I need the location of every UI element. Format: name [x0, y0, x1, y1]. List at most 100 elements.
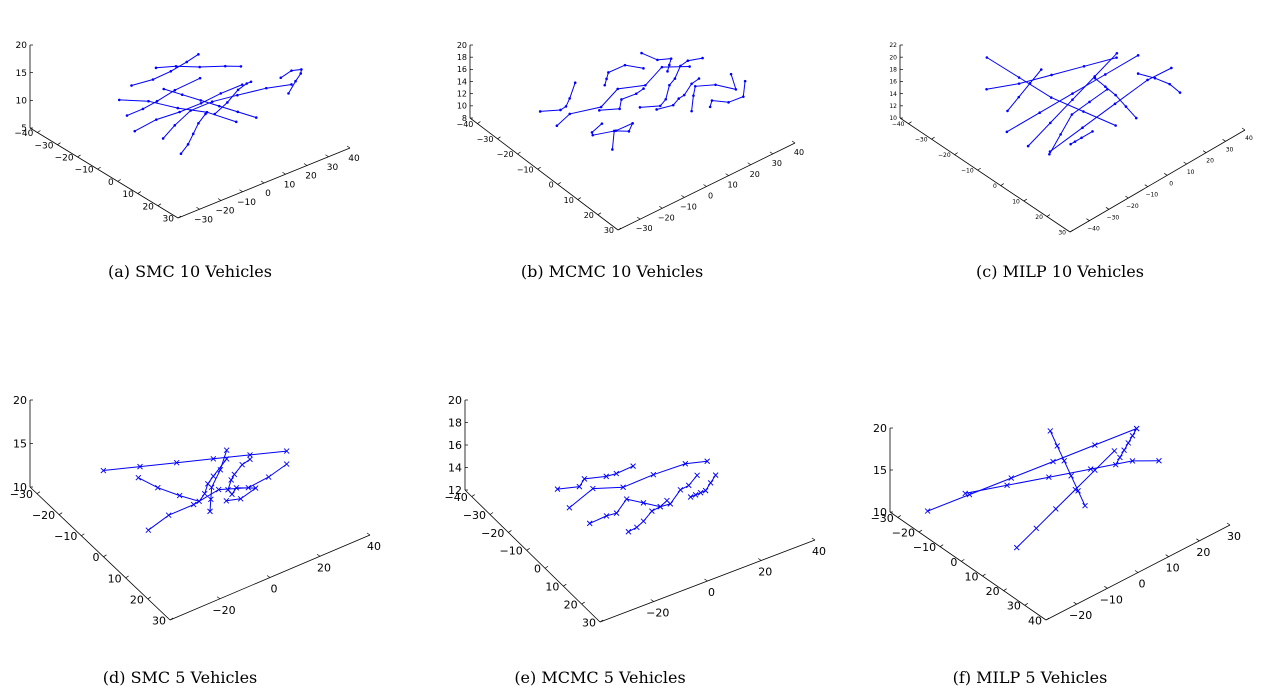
z-tick-label: 12 [889, 103, 897, 110]
trajectory-marker [176, 492, 183, 499]
trajectory-marker [173, 459, 180, 466]
x-tick-label: 40 [812, 545, 826, 558]
y-tick-label: 20 [986, 585, 1000, 598]
x-tick-label: 20 [1206, 158, 1214, 165]
trajectory-marker [686, 59, 690, 63]
trajectory-marker [1104, 73, 1107, 76]
trajectory-marker [603, 513, 610, 519]
x-tick-label: 30 [327, 163, 339, 173]
trajectory-marker [707, 480, 714, 486]
trajectory-marker [210, 100, 214, 103]
trajectory-marker [568, 112, 572, 116]
x-tick [316, 553, 321, 557]
x-tick [366, 532, 371, 536]
trajectory-marker [174, 65, 178, 68]
x-tick-label: 0 [1139, 578, 1146, 591]
trajectory-marker [656, 58, 659, 62]
x-tick-label: −20 [1126, 203, 1139, 210]
trajectory-marker [566, 504, 573, 511]
x-tick [1164, 173, 1168, 176]
z-tick-label: 18 [889, 66, 897, 73]
trajectory-marker [616, 87, 619, 91]
trajectory-marker [254, 116, 258, 119]
y-tick [57, 142, 61, 146]
x-tick-label: 0 [271, 583, 278, 596]
trajectory-marker [223, 64, 227, 68]
trajectory-marker [155, 484, 161, 491]
trajectory-marker [677, 97, 681, 100]
y-axis-line [29, 486, 171, 621]
trajectory-marker [590, 131, 594, 134]
y-tick-label: −30 [871, 512, 894, 525]
y-tick [1046, 214, 1051, 217]
trajectory-marker [697, 77, 701, 80]
trajectory-marker [1068, 472, 1074, 479]
trajectory-marker [199, 99, 203, 102]
y-tick [581, 601, 585, 605]
z-tick-label: 10 [13, 481, 27, 494]
trajectory-marker [620, 98, 623, 101]
trajectory-marker [1153, 76, 1157, 80]
trajectory-marker [173, 124, 177, 127]
x-tick [769, 151, 774, 155]
trajectory-marker [191, 132, 195, 136]
trajectory-marker [155, 99, 159, 103]
trajectory-marker [742, 95, 745, 98]
trajectory-marker [642, 87, 645, 90]
trajectory-marker [1170, 66, 1173, 70]
z-tick-label: 20 [16, 41, 28, 51]
trajectory-marker [219, 92, 223, 95]
trajectory-marker [690, 109, 693, 113]
trajectory-marker [145, 527, 152, 534]
trajectory-marker [197, 53, 200, 56]
y-tick-label: 10 [564, 196, 574, 205]
trajectory-marker [1111, 448, 1118, 454]
x-tick [239, 189, 243, 193]
trajectory-marker [1115, 51, 1119, 55]
trajectory-marker [682, 93, 686, 97]
y-tick-label: 30 [152, 614, 166, 627]
x-tick-label: −20 [212, 604, 235, 617]
trajectory-marker [190, 501, 197, 508]
y-tick-label: 20 [1035, 214, 1043, 221]
x-tick [217, 198, 222, 201]
trajectory-marker [300, 68, 303, 71]
trajectory-line [965, 460, 1160, 494]
y-tick [58, 512, 63, 515]
trajectory-marker [1070, 113, 1074, 116]
trajectory-marker [627, 130, 631, 133]
z-tick-label: 15 [16, 69, 27, 79]
trajectory-marker [631, 122, 634, 125]
trajectory-line [589, 474, 698, 524]
trajectory-line [134, 84, 243, 132]
trajectory-marker [573, 81, 577, 84]
y-tick-label: 0 [549, 181, 554, 190]
trajectory-marker [217, 104, 221, 108]
x-tick-label: 10 [1187, 169, 1195, 176]
trajectory-marker [1136, 72, 1140, 75]
trajectory-marker [236, 93, 239, 97]
y-tick [497, 136, 501, 140]
trajectory-marker [590, 485, 596, 492]
trajectory-marker [252, 485, 259, 491]
trajectory-marker [1091, 130, 1094, 133]
x-tick [811, 537, 816, 541]
z-tick-label: 10 [873, 506, 887, 519]
y-axis-line [29, 127, 179, 219]
x-tick-label: −30 [1107, 214, 1120, 221]
trajectory-marker [1082, 502, 1088, 509]
x-tick [216, 596, 221, 600]
trajectory-marker [1049, 121, 1052, 125]
trajectory-marker [1129, 432, 1136, 439]
trajectory-marker [576, 483, 583, 490]
trajectory-marker [1088, 100, 1091, 104]
trajectory-marker [664, 97, 668, 101]
trajectory-marker [640, 500, 647, 506]
x-tick [1104, 586, 1108, 589]
caption-f: (f) MILP 5 Vehicles [952, 668, 1108, 687]
trajectory-marker [169, 70, 173, 73]
x-tick [725, 173, 729, 176]
x-tick-label: −10 [680, 202, 697, 211]
y-tick [908, 121, 912, 124]
y-tick [147, 596, 152, 600]
